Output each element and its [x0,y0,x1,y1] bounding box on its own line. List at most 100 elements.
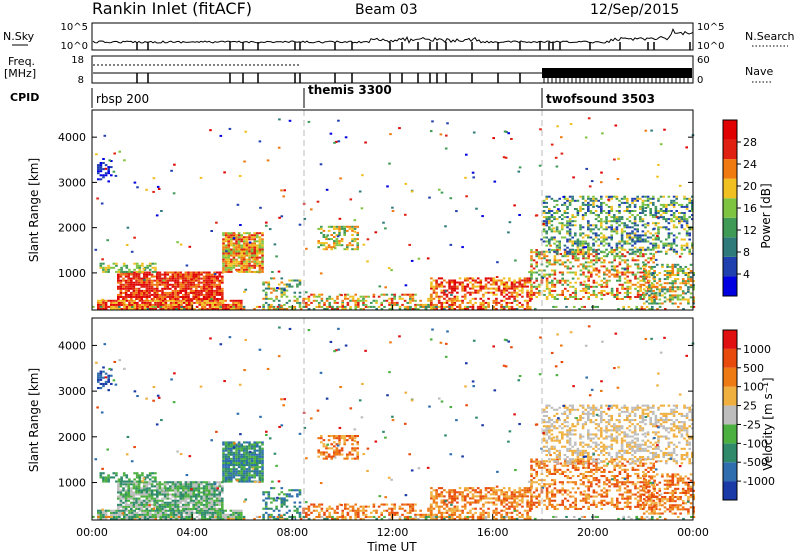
heatmap-cell [568,232,572,235]
heatmap-cell [205,277,208,280]
heatmap-cell [542,250,546,253]
heatmap-cell [613,216,616,219]
heatmap-cell [333,301,337,304]
heatmap-cell [608,291,611,294]
heatmap-cell [445,299,449,302]
heatmap-cell [320,231,323,234]
heatmap-cell [640,305,644,308]
heatmap-cell [551,269,554,272]
heatmap-cell [679,298,682,301]
heatmap-cell [154,299,157,302]
heatmap-cell [670,203,673,206]
heatmap-cell [113,152,116,155]
heatmap-cell [603,293,606,296]
heatmap-cell [235,468,238,471]
heatmap-cell [644,240,647,243]
heatmap-cell [200,501,203,504]
heatmap-cell [655,274,659,276]
heatmap-cell [150,289,154,292]
power-colorbar-tick-label: 8 [743,246,750,259]
heatmap-cell [124,493,128,496]
heatmap-cell [613,293,616,296]
heatmap-cell [280,281,284,284]
heatmap-cell [122,493,125,496]
frequency-frame [91,55,694,84]
heatmap-cell [559,253,563,255]
heatmap-cell [104,478,108,481]
heatmap-cell [577,257,580,260]
heatmap-cell [620,246,624,249]
heatmap-cell [362,297,365,300]
heatmap-cell [148,264,152,267]
heatmap-cell [344,293,347,296]
heatmap-cell [171,493,175,496]
heatmap-cell [686,290,690,293]
heatmap-cell [372,293,376,296]
heatmap-cell [545,230,548,233]
heatmap-cell [188,299,191,302]
heatmap-cell [577,265,580,268]
heatmap-cell [243,451,246,454]
heatmap-cell [592,255,596,258]
heatmap-cell [654,222,658,225]
heatmap-cell [210,503,214,506]
heatmap-cell [107,509,110,512]
heatmap-cell [307,120,311,123]
power-colorbar-swatch [723,237,737,257]
heatmap-cell [574,234,577,237]
heatmap-cell [349,299,352,302]
heatmap-cell [676,272,680,274]
heatmap-cell [150,285,154,288]
heatmap-cell [195,293,198,296]
heatmap-cell [551,289,554,292]
heatmap-cell [170,305,173,308]
heatmap-cell [187,293,190,296]
heatmap-cell [174,493,177,496]
heatmap-cell [229,509,233,512]
heatmap-cell [579,253,583,256]
heatmap-cell [166,293,169,296]
heatmap-cell [171,298,175,300]
heatmap-cell [133,308,137,310]
heatmap-cell [124,275,128,278]
heatmap-cell [461,283,464,286]
heatmap-cell [469,305,472,308]
heatmap-cell [655,286,659,289]
heatmap-cell [256,457,259,460]
heatmap-cell [666,276,669,279]
heatmap-cell [555,226,559,229]
heatmap-cell [564,287,567,290]
heatmap-cell [592,281,596,284]
heatmap-cell [117,285,120,288]
heatmap-cell [610,216,613,219]
heatmap-cell [320,244,323,247]
heatmap-cell [258,476,262,479]
heatmap-cell [215,293,219,296]
heatmap-cell [545,255,549,258]
heatmap-cell [192,293,195,296]
heatmap-cell [339,177,342,180]
heatmap-cell [652,195,655,198]
heatmap-cell [688,234,691,237]
heatmap-cell [346,229,349,232]
heatmap-cell [240,240,243,243]
heatmap-cell [213,481,216,484]
heatmap-cell [222,472,225,475]
heatmap-cell [618,275,622,278]
heatmap-cell [202,279,206,282]
heatmap-cell [500,281,503,284]
heatmap-cell [240,445,243,448]
heatmap-cell [658,298,662,301]
heatmap-cell [253,242,256,245]
heatmap-cell [120,270,123,273]
heatmap-cell [182,273,185,276]
heatmap-cell [102,266,105,269]
heatmap-cell [479,305,483,308]
heatmap-cell [237,242,241,245]
heatmap-cell [184,493,188,496]
heatmap-cell [176,296,180,298]
heatmap-cell [650,284,654,287]
heatmap-cell [634,273,637,276]
heatmap-cell [561,218,564,221]
heatmap-cell [279,308,282,310]
